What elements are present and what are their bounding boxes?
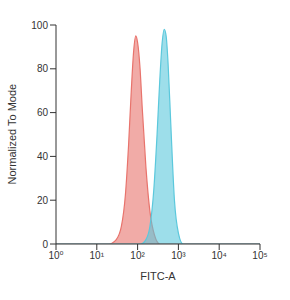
svg-text:FITC-A: FITC-A <box>140 270 176 282</box>
svg-text:80: 80 <box>37 63 49 74</box>
svg-text:0: 0 <box>42 239 48 250</box>
svg-text:Normalized To Mode: Normalized To Mode <box>8 84 18 185</box>
svg-text:100: 100 <box>31 20 48 31</box>
svg-text:10³: 10³ <box>171 250 186 261</box>
svg-text:40: 40 <box>37 151 49 162</box>
svg-text:10⁵: 10⁵ <box>252 250 267 261</box>
svg-text:10⁴: 10⁴ <box>211 250 226 261</box>
svg-text:10¹: 10¹ <box>90 250 105 261</box>
svg-text:10²: 10² <box>130 250 145 261</box>
svg-text:60: 60 <box>37 107 49 118</box>
svg-text:10⁰: 10⁰ <box>48 250 63 261</box>
svg-text:20: 20 <box>37 195 49 206</box>
